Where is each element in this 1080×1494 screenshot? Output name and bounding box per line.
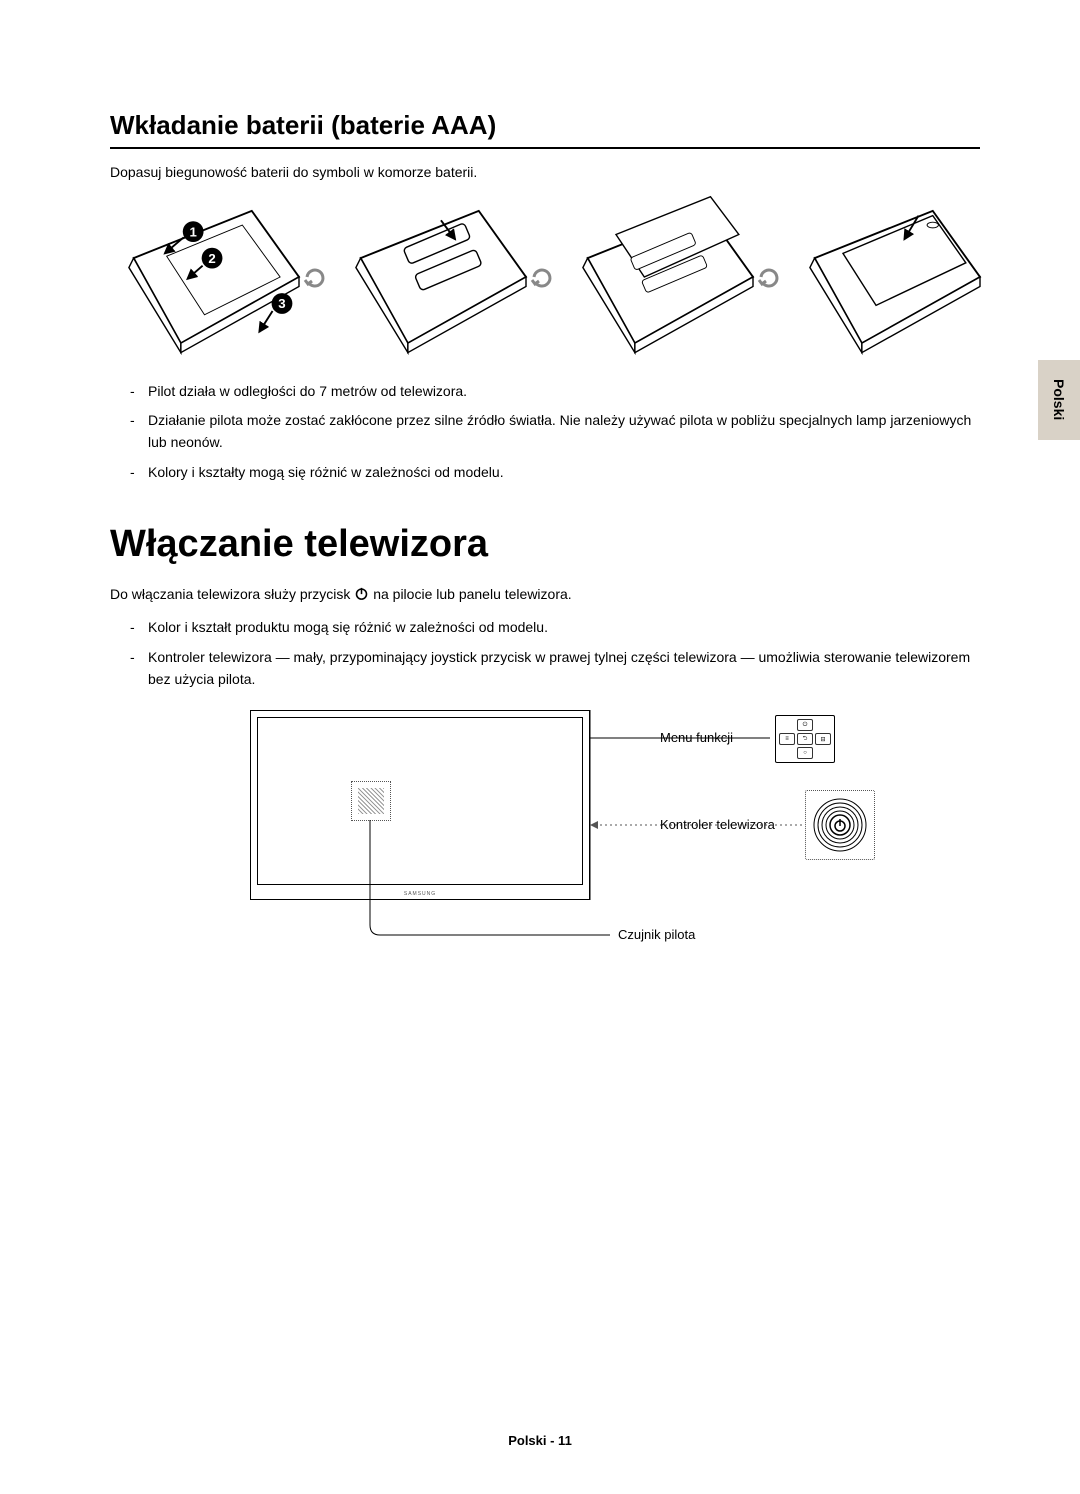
section1-notes: Pilot działa w odległości do 7 metrów od… [110,381,980,484]
battery-step-1: 1 2 3 [110,197,299,357]
menu-up-icon: ⏻ [797,719,813,731]
section1-title: Wkładanie baterii (baterie AAA) [110,110,980,149]
battery-step-4 [791,197,980,357]
battery-step-2-svg [337,197,526,357]
controller-dial-icon [812,797,868,853]
menu-left-icon: ≡ [779,733,795,745]
language-tab: Polski [1038,360,1080,440]
step-arrow-icon [303,265,327,289]
svg-text:2: 2 [208,250,215,265]
step-arrow-icon [530,265,554,289]
section2-note: Kolor i kształt produktu mogą się różnić… [130,617,980,639]
battery-step-1-svg: 1 2 3 [110,197,299,357]
battery-step-arrow-1 [303,197,333,357]
battery-step-3-svg [564,197,753,357]
section1-note: Kolory i kształty mogą się różnić w zale… [130,462,980,484]
battery-steps-row: 1 2 3 [110,197,980,357]
battery-step-arrow-2 [530,197,560,357]
power-icon [354,586,369,607]
menu-right-icon: ⊟ [815,733,831,745]
battery-step-4-svg [791,197,980,357]
section2-title: Włączanie telewizora [110,523,980,566]
svg-text:1: 1 [189,224,196,239]
label-sensor: Czujnik pilota [618,927,695,942]
language-tab-label: Polski [1051,379,1067,420]
tv-diagram: SAMSUNG Menu funkcji ⏻ ≡ ⮌ ⊟ ○ [250,710,880,930]
battery-step-2 [337,197,526,357]
section2-intro-before: Do włączania telewizora służy przycisk [110,586,354,602]
section2-intro-after: na pilocie lub panelu telewizora. [373,586,571,602]
page-footer: Polski - 11 [0,1433,1080,1448]
battery-step-arrow-3 [757,197,787,357]
menu-down-icon: ○ [797,747,813,759]
menu-funkcji-box: ⏻ ≡ ⮌ ⊟ ○ [775,715,835,763]
section1-intro: Dopasuj biegunowość baterii do symboli w… [110,163,980,183]
label-controller: Kontroler telewizora [660,817,775,832]
tv-controller-box [805,790,875,860]
section1-note: Pilot działa w odległości do 7 metrów od… [130,381,980,403]
section2-notes: Kolor i kształt produktu mogą się różnić… [110,617,980,690]
svg-text:3: 3 [278,296,285,311]
section2-note: Kontroler telewizora — mały, przypominaj… [130,647,980,690]
section2-intro: Do włączania telewizora służy przycisk n… [110,584,980,607]
battery-step-3 [564,197,753,357]
label-menu: Menu funkcji [660,730,733,745]
menu-center-icon: ⮌ [797,733,813,745]
step-arrow-icon [757,265,781,289]
section1-note: Działanie pilota może zostać zakłócone p… [130,410,980,453]
